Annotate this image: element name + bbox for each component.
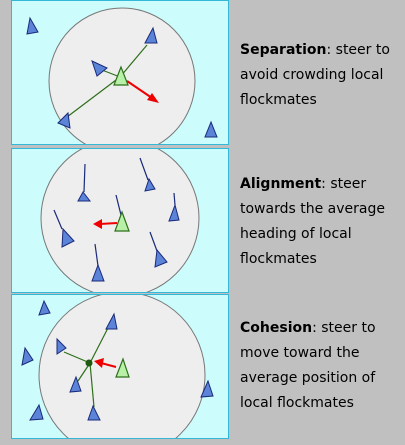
alignment-diagram — [40, 149, 200, 292]
boid-icon — [91, 263, 105, 282]
boid-icon — [26, 16, 39, 35]
boid-icon — [61, 227, 75, 248]
boid-icon — [204, 120, 218, 138]
alignment-caption: Alignment: steer towards the average hea… — [240, 172, 400, 272]
boid-icon — [200, 379, 214, 398]
boid-icon — [29, 403, 44, 421]
alignment-arrow — [99, 222, 118, 225]
link-line — [119, 44, 148, 78]
boid-icon — [57, 111, 71, 129]
boid-icon — [69, 375, 82, 393]
separation-arrow — [126, 80, 153, 99]
boid-icon — [144, 26, 158, 44]
arrowhead — [94, 358, 104, 368]
heading-line — [149, 231, 158, 252]
separation-caption: Separation: steer to avoid crowding loca… — [240, 38, 400, 113]
heading-line — [83, 163, 86, 193]
cohesion-term: Cohesion — [240, 320, 313, 336]
cohesion-panel — [11, 294, 229, 439]
link-line — [63, 351, 91, 364]
alignment-description: : steer towards the average heading of l… — [240, 176, 385, 267]
separation-diagram — [26, 7, 218, 144]
heading-line — [94, 243, 99, 267]
link-line — [89, 325, 110, 364]
boid-icon — [105, 312, 118, 330]
alignment-term: Alignment — [240, 176, 322, 192]
arrowhead — [93, 219, 102, 229]
link-line — [89, 362, 95, 408]
boid-icon — [77, 191, 92, 202]
heading-line — [173, 192, 176, 206]
heading-line — [115, 194, 122, 216]
boid-icon — [144, 177, 156, 192]
arrowhead — [147, 93, 159, 103]
separation-description: : steer to avoid crowding local flockmat… — [240, 42, 390, 108]
boid-icon — [168, 203, 180, 222]
alignment-panel — [11, 148, 229, 293]
boid-icon — [38, 299, 51, 316]
focus-boid-icon — [113, 65, 129, 86]
boid-icon — [56, 337, 67, 355]
separation-term: Separation — [240, 42, 327, 58]
cohesion-diagram — [21, 295, 214, 438]
cohesion-caption: Cohesion: steer to move toward the avera… — [240, 316, 400, 416]
boid-icon — [91, 60, 108, 77]
link-line — [66, 76, 121, 118]
boid-icon — [154, 248, 168, 268]
separation-panel — [11, 0, 229, 145]
centroid-marker — [85, 359, 93, 367]
focus-boid-icon — [114, 210, 130, 232]
boid-icon — [87, 404, 101, 421]
heading-line — [139, 157, 149, 181]
focus-boid-icon — [115, 357, 130, 378]
cohesion-description: : steer to move toward the average posit… — [240, 320, 376, 411]
heading-line — [53, 209, 63, 230]
boid-icon — [21, 346, 34, 366]
cohesion-arrow — [100, 362, 117, 368]
